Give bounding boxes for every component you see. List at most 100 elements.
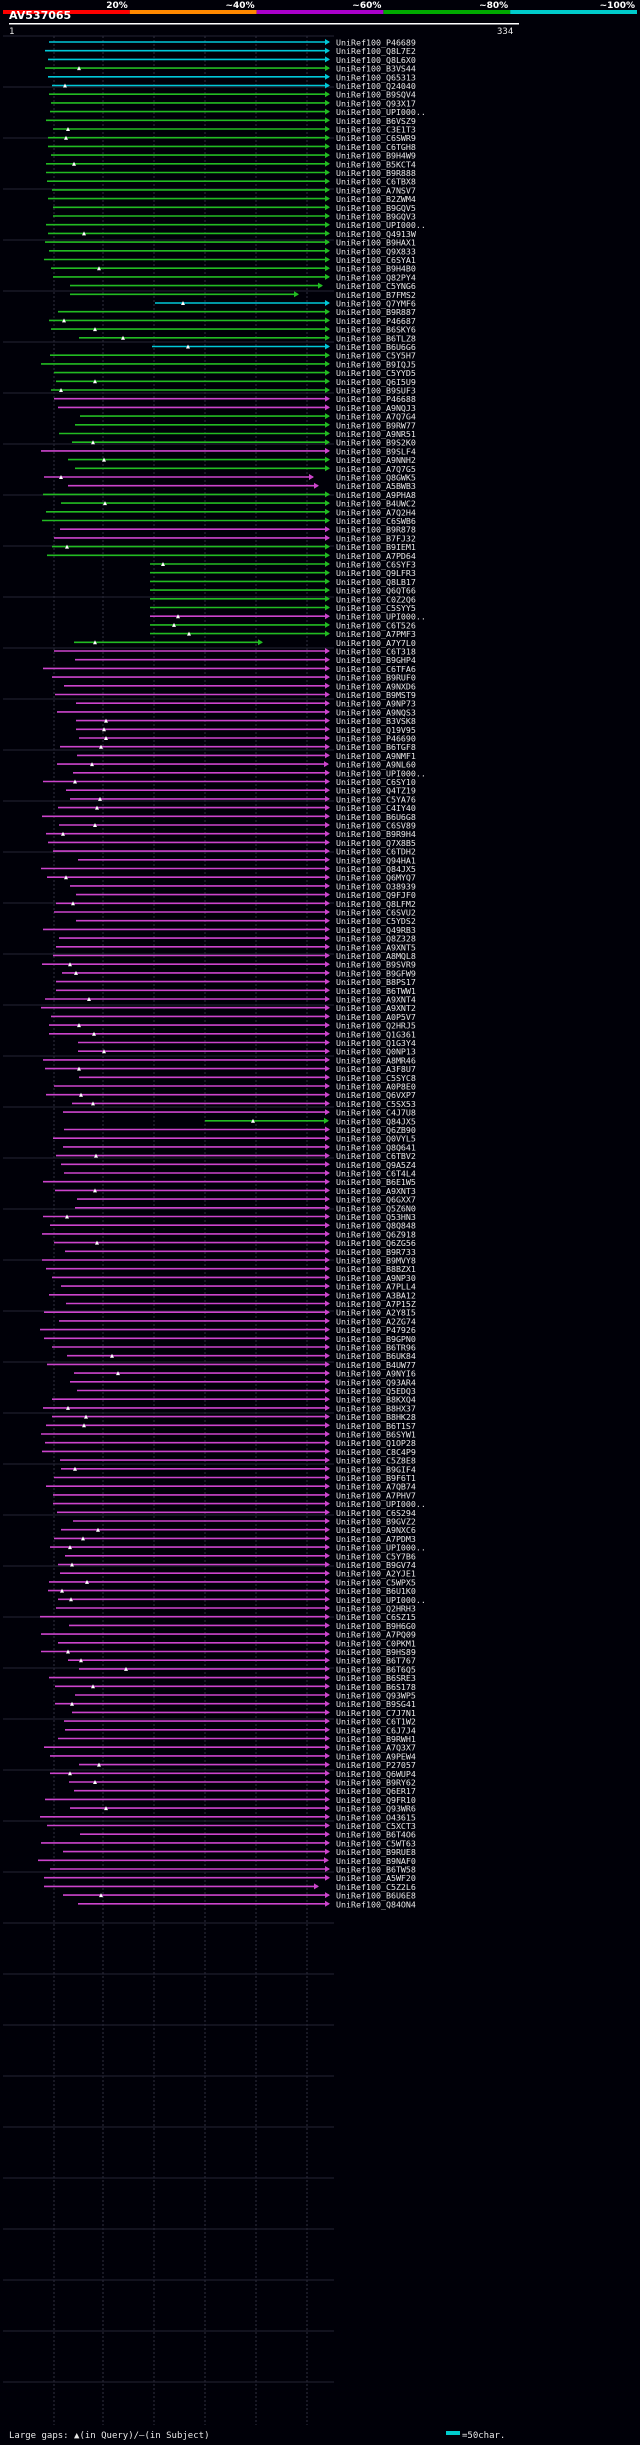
hit-label[interactable]: UniRef100_C6SY10 [336,777,416,787]
hit-label[interactable]: UniRef100_A9NR51 [336,429,416,439]
hit-label[interactable]: UniRef100_B6TW58 [336,1865,416,1875]
hit-label[interactable]: UniRef100_C6SV89 [336,821,416,831]
hit-label[interactable]: UniRef100_B9MST9 [336,690,416,700]
hit-label[interactable]: UniRef100_A5WF20 [336,1873,416,1883]
hit-label[interactable]: UniRef100_C5Z2L6 [336,1882,416,1892]
hit-label[interactable]: UniRef100_C8C4P9 [336,1447,416,1457]
hit-label[interactable]: UniRef100_B9RUF0 [336,673,416,683]
hit-label[interactable]: UniRef100_UPI000.. [336,220,426,230]
hit-label[interactable]: UniRef100_A7PMF3 [336,629,416,639]
hit-label[interactable]: UniRef100_P46690 [336,734,416,744]
hit-label[interactable]: UniRef100_C6T526 [336,620,416,630]
hit-label[interactable]: UniRef100_B9R9H4 [336,829,416,839]
hit-label[interactable]: UniRef100_UPI000.. [336,1543,426,1553]
hit-label[interactable]: UniRef100_C6TBX8 [336,177,416,187]
hit-label[interactable]: UniRef100_C6TBV2 [336,1151,416,1161]
hit-label[interactable]: UniRef100_A9NL60 [336,760,416,770]
hit-label[interactable]: UniRef100_C5YA76 [336,794,416,804]
hit-label[interactable]: UniRef100_C6SVU2 [336,908,416,918]
hit-label[interactable]: UniRef100_B9SLF4 [336,446,416,456]
hit-label[interactable]: UniRef100_C6SZ15 [336,1612,416,1622]
hit-label[interactable]: UniRef100_A9NQS3 [336,707,416,717]
hit-label[interactable]: UniRef100_P46687 [336,316,416,326]
hit-label[interactable]: UniRef100_A7PHV7 [336,1490,416,1500]
hit-label[interactable]: UniRef100_A5BWB3 [336,481,416,491]
hit-label[interactable]: UniRef100_Q84JX5 [336,864,416,874]
hit-label[interactable]: UniRef100_Q4913W [336,229,416,239]
hit-label[interactable]: UniRef100_A9XNT4 [336,995,416,1005]
hit-label[interactable]: UniRef100_B6UK84 [336,1351,416,1361]
hit-label[interactable]: UniRef100_Q8L6X0 [336,55,416,65]
hit-label[interactable]: UniRef100_Q93AR4 [336,1377,416,1387]
hit-label[interactable]: UniRef100_C0PKM1 [336,1638,416,1648]
hit-label[interactable]: UniRef100_B9R887 [336,307,416,317]
hit-label[interactable]: UniRef100_A9NP73 [336,699,416,709]
hit-label[interactable]: UniRef100_Q9FR10 [336,1795,416,1805]
hit-label[interactable]: UniRef100_A9NYI6 [336,1369,416,1379]
hit-label[interactable]: UniRef100_A7Y7L0 [336,638,416,648]
hit-label[interactable]: UniRef100_A7Q7G5 [336,464,416,474]
hit-label[interactable]: UniRef100_B6SKY6 [336,325,416,335]
hit-label[interactable]: UniRef100_C6TDH2 [336,847,416,857]
hit-label[interactable]: UniRef100_Q6I5U9 [336,377,416,387]
hit-label[interactable]: UniRef100_Q84ON4 [336,1899,416,1909]
hit-label[interactable]: UniRef100_UPI000.. [336,107,426,117]
hit-label[interactable]: UniRef100_Q4TZ19 [336,786,416,796]
hit-label[interactable]: UniRef100_C5WPX5 [336,1577,416,1587]
hit-label[interactable]: UniRef100_B6S178 [336,1682,416,1692]
hit-label[interactable]: UniRef100_B6E1W5 [336,1177,416,1187]
hit-label[interactable]: UniRef100_A9NXD6 [336,681,416,691]
hit-label[interactable]: UniRef100_C6TFA6 [336,664,416,674]
hit-label[interactable]: UniRef100_B6T6Q5 [336,1664,416,1674]
hit-label[interactable]: UniRef100_B9H4W9 [336,151,416,161]
hit-label[interactable]: UniRef100_C3E1T3 [336,125,416,135]
hit-label[interactable]: UniRef100_Q84JX5 [336,1116,416,1126]
hit-label[interactable]: UniRef100_C5Y5H7 [336,351,416,361]
hit-label[interactable]: UniRef100_A7P15Z [336,1299,416,1309]
hit-label[interactable]: UniRef100_UPI000.. [336,768,426,778]
hit-label[interactable]: UniRef100_UPI000.. [336,1595,426,1605]
hit-label[interactable]: UniRef100_B9RUE8 [336,1847,416,1857]
hit-label[interactable]: UniRef100_Q8Q848 [336,1221,416,1231]
hit-label[interactable]: UniRef100_Q6VXP7 [336,1090,416,1100]
hit-label[interactable]: UniRef100_B9GPN0 [336,1334,416,1344]
hit-label[interactable]: UniRef100_B9RWH1 [336,1734,416,1744]
hit-label[interactable]: UniRef100_Q6MYQ7 [336,873,416,883]
hit-label[interactable]: UniRef100_C6T318 [336,647,416,657]
hit-label[interactable]: UniRef100_A2Y8I5 [336,1308,416,1318]
hit-label[interactable]: UniRef100_Q8GWK5 [336,473,416,483]
hit-label[interactable]: UniRef100_B6TR96 [336,1343,416,1353]
hit-label[interactable]: UniRef100_B6U6E8 [336,1891,416,1901]
hit-label[interactable]: UniRef100_B9NAF0 [336,1856,416,1866]
hit-label[interactable]: UniRef100_B6TGF8 [336,742,416,752]
hit-label[interactable]: UniRef100_Q93WR6 [336,1804,416,1814]
hit-label[interactable]: UniRef100_B9H6G0 [336,1621,416,1631]
hit-label[interactable]: UniRef100_C6T1W2 [336,1717,416,1727]
hit-label[interactable]: UniRef100_B6U6G8 [336,812,416,822]
hit-label[interactable]: UniRef100_A3BA12 [336,1290,416,1300]
hit-label[interactable]: UniRef100_B6U6G6 [336,342,416,352]
hit-label[interactable]: UniRef100_A3F8U7 [336,1064,416,1074]
hit-label[interactable]: UniRef100_Q9A5Z4 [336,1160,416,1170]
hit-label[interactable]: UniRef100_Q6ZG56 [336,1238,416,1248]
hit-label[interactable]: UniRef100_B9MVY8 [336,1256,416,1266]
hit-label[interactable]: UniRef100_A9NXC6 [336,1525,416,1535]
hit-label[interactable]: UniRef100_C6T4L4 [336,1169,416,1179]
hit-label[interactable]: UniRef100_P46688 [336,394,416,404]
hit-label[interactable]: UniRef100_Q6WUP4 [336,1769,416,1779]
hit-label[interactable]: UniRef100_A0P8E0 [336,1082,416,1092]
hit-label[interactable]: UniRef100_C5YNG6 [336,281,416,291]
hit-label[interactable]: UniRef100_B7FJ32 [336,533,416,543]
hit-label[interactable]: UniRef100_B6T1S7 [336,1421,416,1431]
hit-label[interactable]: UniRef100_B8PS17 [336,977,416,987]
hit-label[interactable]: UniRef100_B9SQV4 [336,90,416,100]
hit-label[interactable]: UniRef100_C6J7J4 [336,1725,416,1735]
hit-label[interactable]: UniRef100_Q9X833 [336,246,416,256]
hit-label[interactable]: UniRef100_B3VSK8 [336,716,416,726]
hit-label[interactable]: UniRef100_A9PHA8 [336,490,416,500]
hit-label[interactable]: UniRef100_Q6ER17 [336,1786,416,1796]
hit-label[interactable]: UniRef100_A9NNH2 [336,455,416,465]
hit-label[interactable]: UniRef100_B4UW77 [336,1360,416,1370]
hit-label[interactable]: UniRef100_B6T4O6 [336,1830,416,1840]
hit-label[interactable]: UniRef100_C0Z2Q6 [336,594,416,604]
